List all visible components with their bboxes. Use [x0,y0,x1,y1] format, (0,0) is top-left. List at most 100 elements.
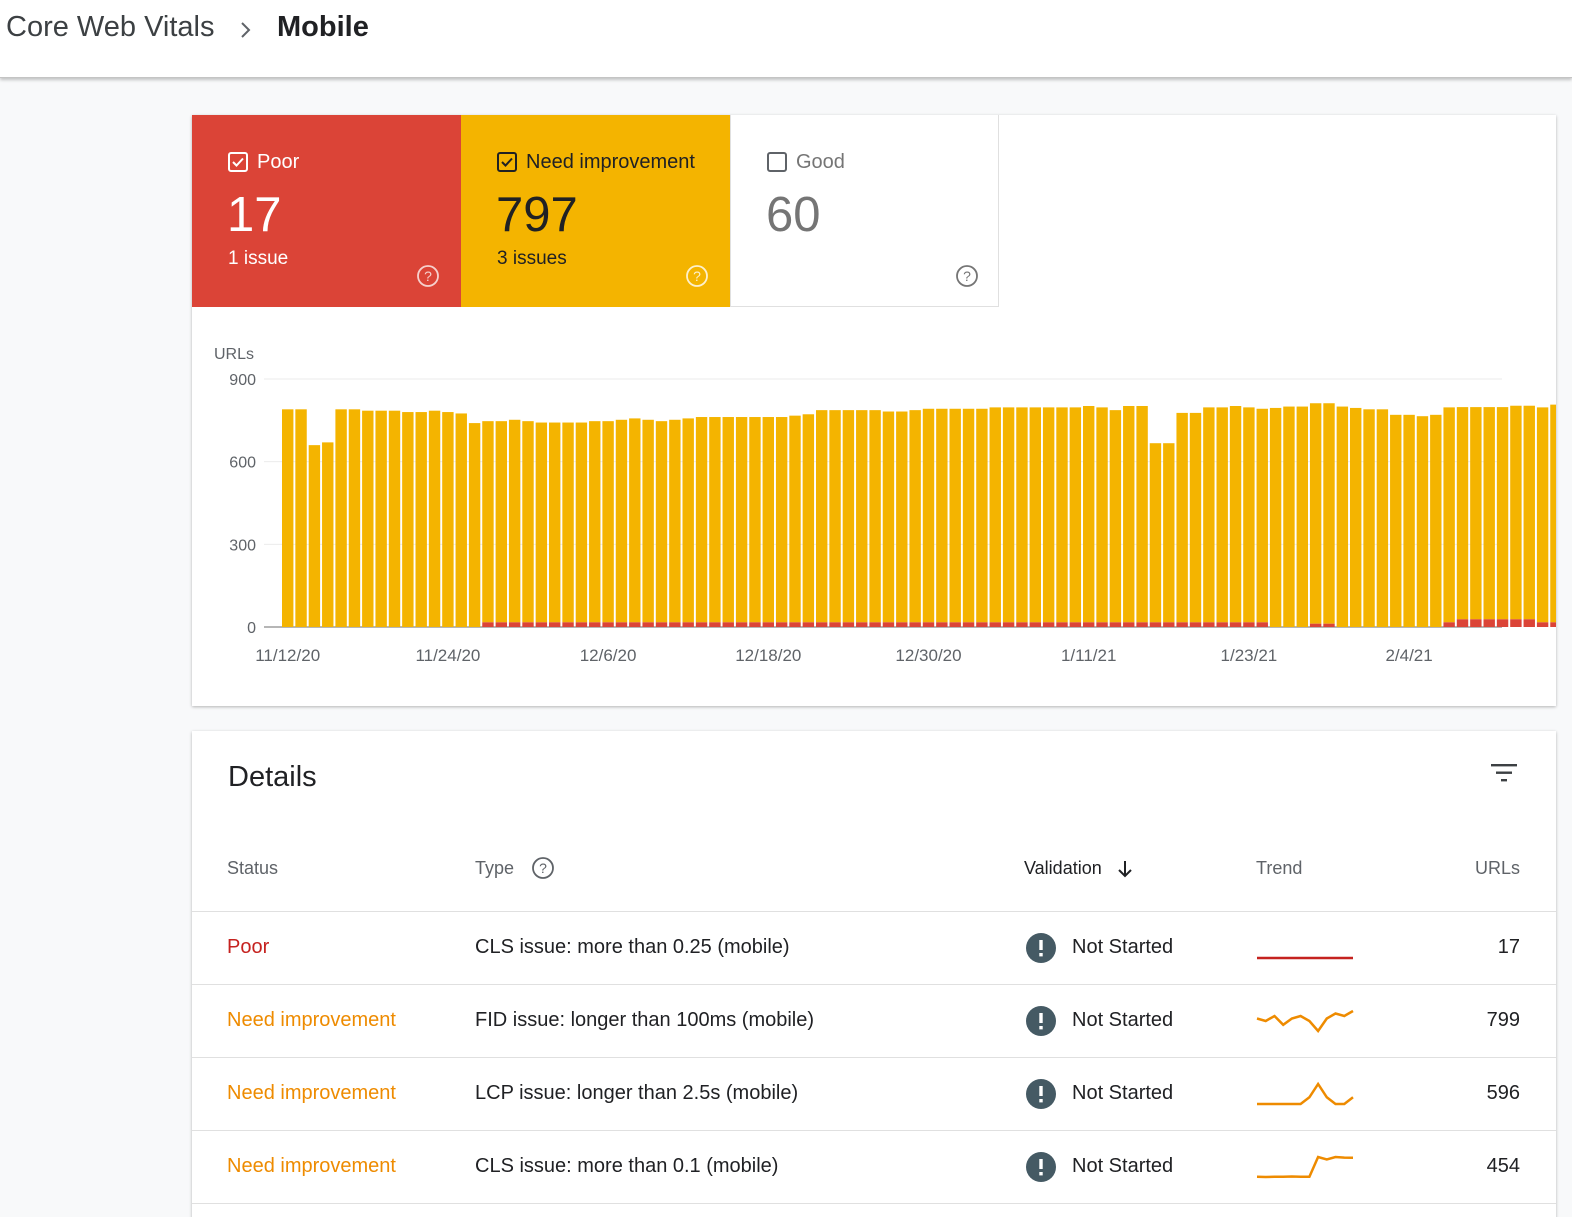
table-row[interactable]: Need improvement LCP issue: longer than … [192,1057,1556,1130]
bar-need-improvement [629,418,641,623]
x-tick-label: 12/6/20 [580,646,637,665]
row-urls: 799 [1486,1009,1520,1031]
column-header-urls[interactable]: URLs [1474,858,1520,878]
bar-poor [562,622,574,627]
table-row[interactable]: Need improvement FID issue: longer than … [192,984,1556,1057]
bar-poor [709,622,721,627]
row-type: CLS issue: more than 0.25 (mobile) [475,936,790,958]
bar-poor [976,622,988,627]
bar-poor [1123,622,1135,627]
checkbox-unchecked-icon[interactable] [767,152,787,172]
details-card: Details Status Type ? Validation Trend U… [192,731,1556,1217]
bar-poor [816,622,828,627]
svg-text:?: ? [693,268,701,284]
y-axis-label: URLs [214,346,254,363]
bar-poor [669,622,681,627]
bar-poor [1189,622,1202,627]
row-validation: Not Started [1072,1155,1174,1177]
x-tick-label: 2/4/21 [1385,646,1432,665]
tile-poor[interactable]: Poor 17 1 issue ? [192,115,461,307]
row-urls: 454 [1486,1155,1520,1177]
bar-need-improvement [1523,405,1535,620]
help-icon[interactable]: ? [685,264,709,288]
alert-icon [1026,1079,1056,1109]
bar-need-improvement [642,419,654,623]
bar-poor [1083,622,1095,627]
row-type: FID issue: longer than 100ms (mobile) [475,1009,815,1031]
alert-icon [1026,1152,1056,1182]
bar-poor [549,622,561,627]
bar-need-improvement [615,419,628,623]
bar-need-improvement [1416,416,1429,627]
filter-icon[interactable] [1490,761,1520,785]
breadcrumb-root[interactable]: Core Web Vitals [6,11,215,43]
trend-sparkline [1257,956,1353,960]
checkbox-checked-icon[interactable] [228,152,248,172]
help-icon[interactable]: ? [955,264,979,288]
bar-need-improvement [455,413,467,627]
bar-poor [1309,623,1322,627]
bar-poor [495,622,507,627]
bar-need-improvement [989,407,1001,623]
bar-need-improvement [388,410,401,627]
row-urls: 17 [1497,936,1520,958]
x-tick-label: 1/23/21 [1221,646,1278,665]
bar-poor [1176,622,1188,627]
bar-need-improvement [682,418,694,623]
bar-need-improvement [749,417,761,623]
column-header-type[interactable]: Type [475,858,515,878]
bar-need-improvement [655,421,668,623]
bar-need-improvement [1083,406,1095,623]
table-row[interactable]: Poor CLS issue: more than 0.25 (mobile) … [192,911,1556,984]
bar-need-improvement [922,408,935,623]
bar-poor [1443,622,1455,627]
column-header-status[interactable]: Status [227,858,279,878]
bar-poor [749,622,761,627]
bar-need-improvement [468,423,481,627]
bar-need-improvement [949,408,961,623]
table-row[interactable]: Need improvement CLS issue: more than 0.… [192,1130,1556,1203]
trend-sparkline [1256,1009,1354,1033]
bar-need-improvement [789,415,801,623]
y-tick-label: 600 [229,455,256,472]
bar-need-improvement [1283,406,1295,627]
table-row[interactable] [192,1203,1556,1217]
bar-need-improvement [522,421,534,623]
bar-poor [589,622,601,627]
bar-poor [1096,622,1108,627]
bar-need-improvement [1189,412,1202,623]
bar-need-improvement [535,422,548,623]
bar-poor [936,622,948,627]
checkbox-checked-icon[interactable] [497,152,517,172]
bar-poor [1243,622,1255,627]
help-icon[interactable]: ? [531,856,555,880]
bar-poor [1470,619,1482,627]
bar-need-improvement [709,417,721,623]
x-tick-label: 1/11/21 [1061,646,1116,665]
column-header-validation[interactable]: Validation [1024,858,1102,878]
bar-need-improvement [669,419,681,623]
bar-need-improvement [1403,414,1415,627]
arrow-down-icon[interactable] [1116,859,1134,879]
tile-good-count: 60 [766,188,821,242]
bar-poor [1109,622,1122,627]
bar-need-improvement [869,410,881,623]
bar-need-improvement [695,417,708,623]
bar-poor [949,622,961,627]
bar-poor [642,622,654,627]
bar-poor [629,622,641,627]
bar-poor [1216,622,1228,627]
help-icon[interactable]: ? [416,264,440,288]
bar-need-improvement [1056,407,1068,623]
bar-need-improvement [1069,407,1082,623]
trend-line [1257,1081,1354,1106]
bar-poor [1149,622,1162,627]
bar-poor [829,622,841,627]
bar-need-improvement [1256,408,1268,623]
trend-line [1256,1009,1354,1033]
row-validation: Not Started [1072,1082,1174,1104]
bar-poor [1203,622,1215,627]
tile-good[interactable]: Good 60 ? [730,115,999,307]
bar-poor [802,622,815,627]
tile-need-improvement[interactable]: Need improvement 797 3 issues ? [461,115,730,307]
